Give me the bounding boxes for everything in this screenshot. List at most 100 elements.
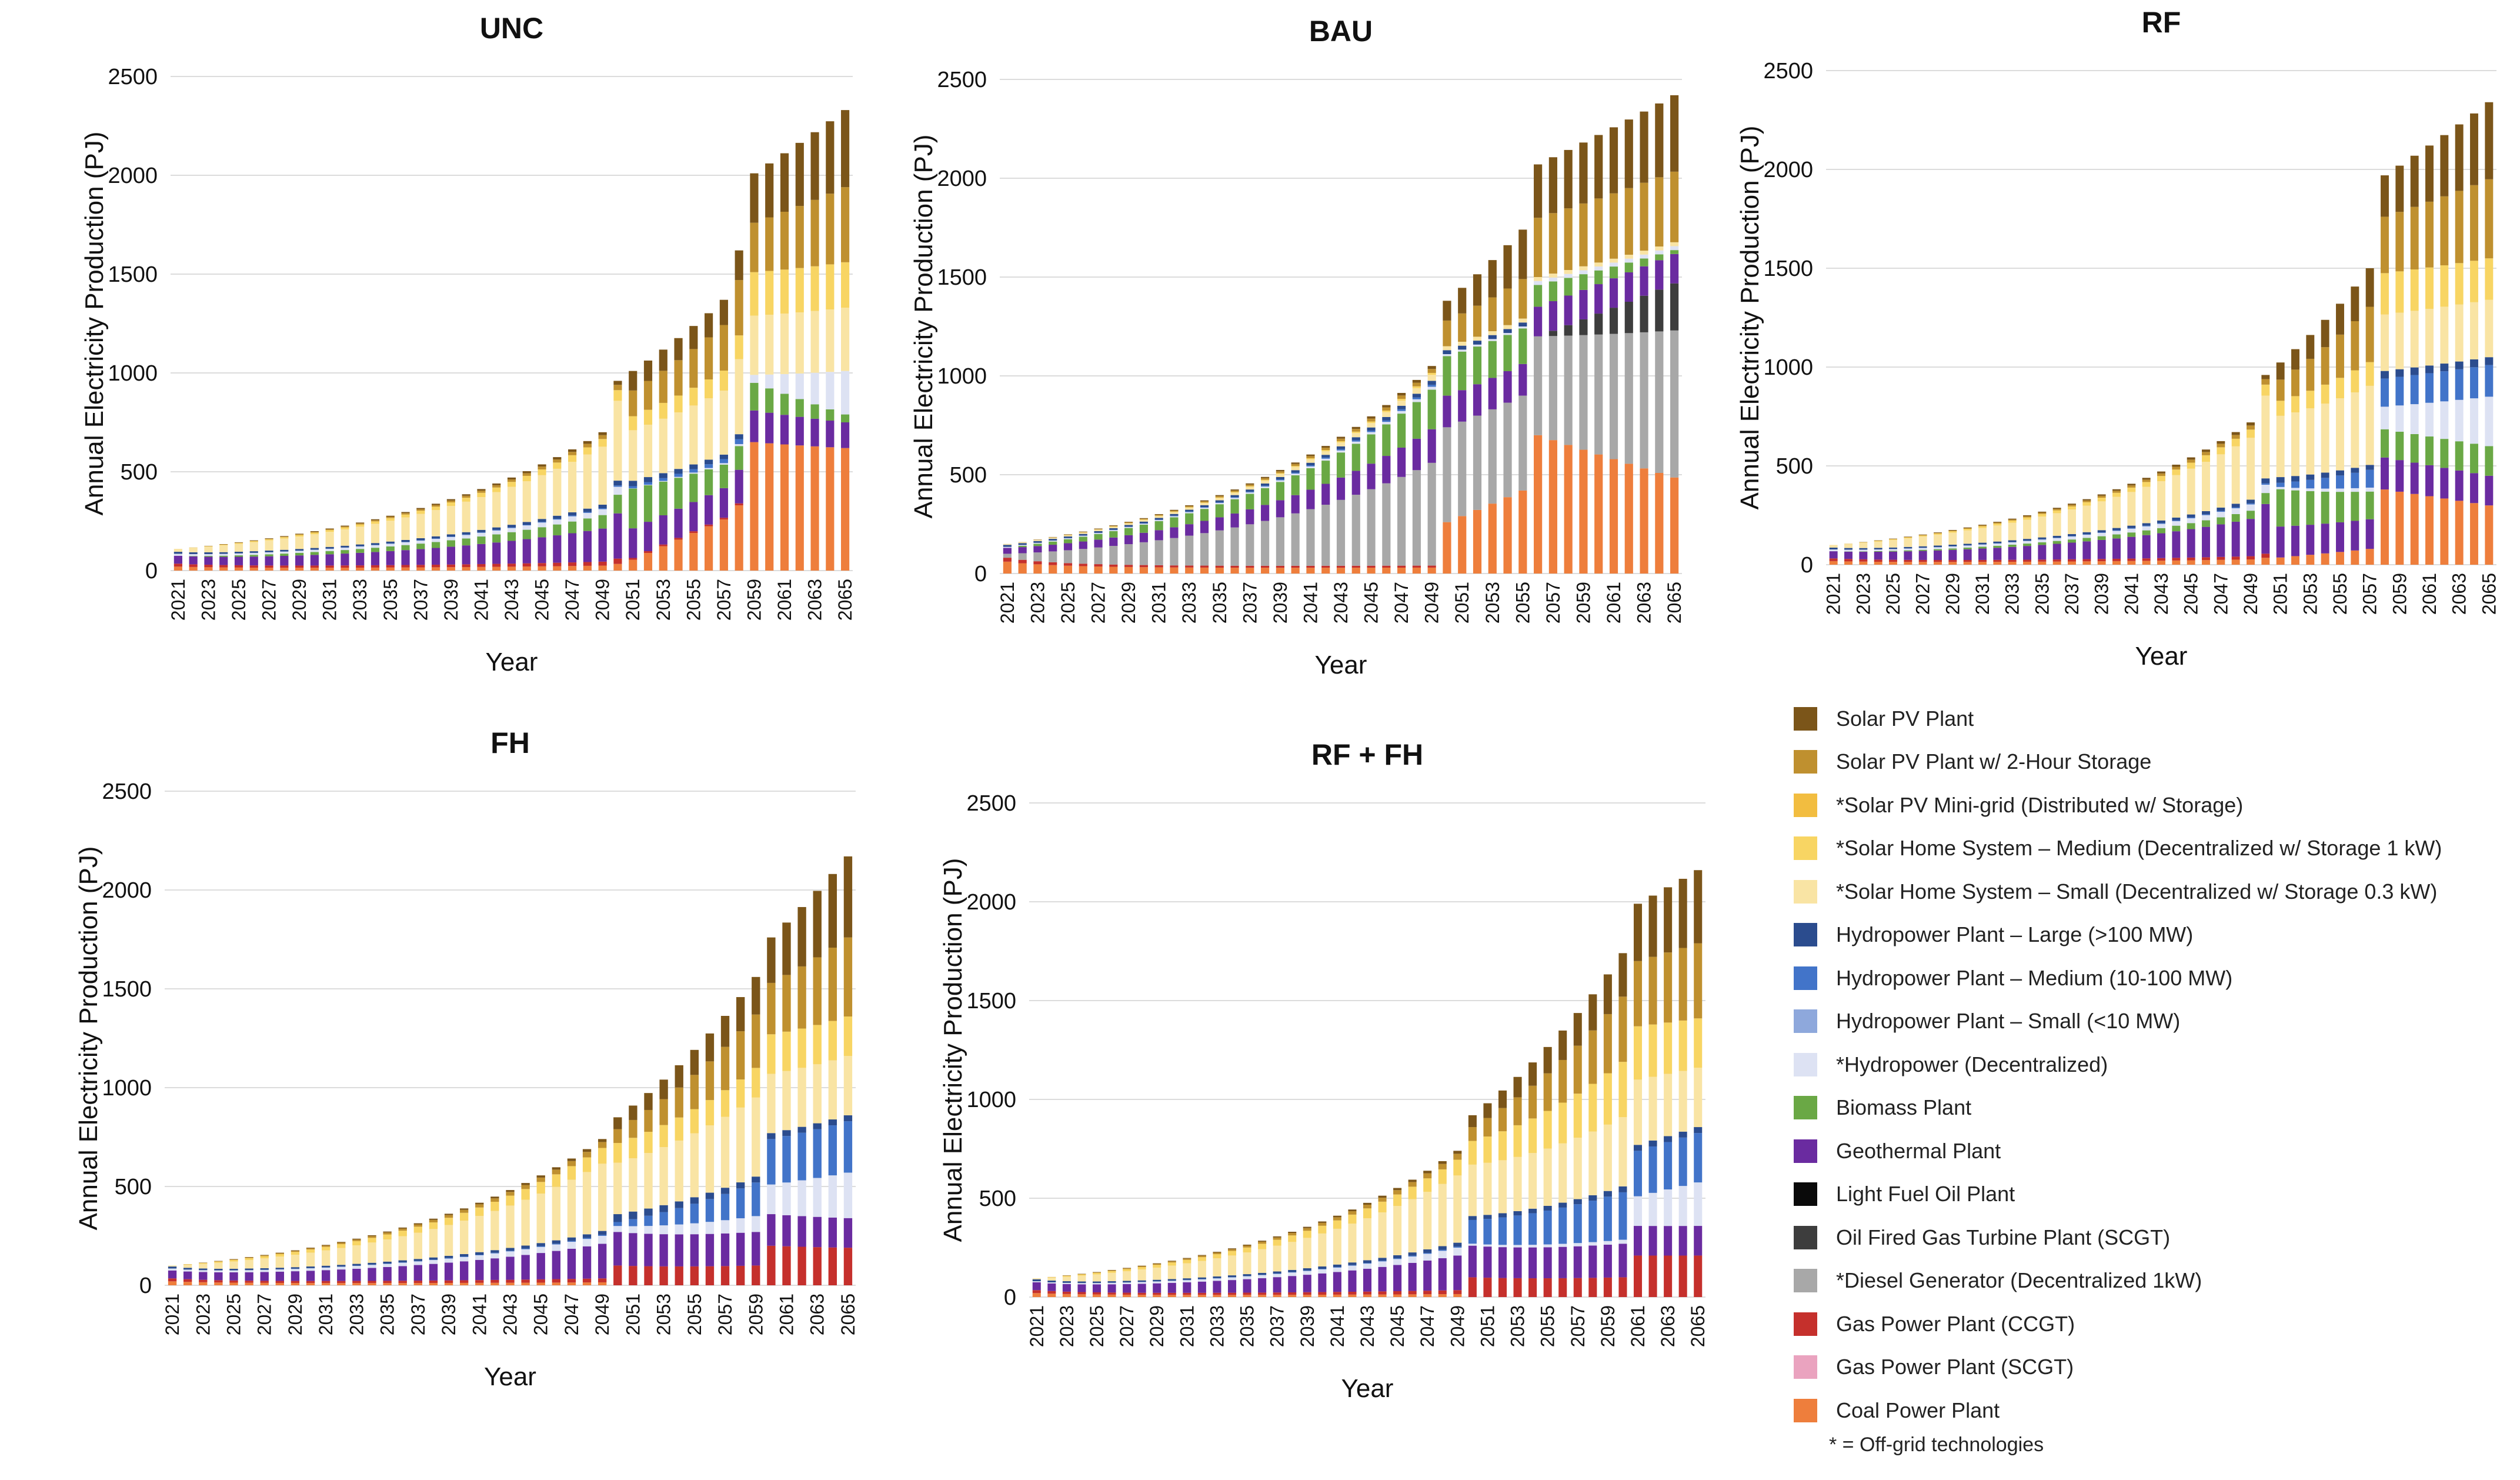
bar-segment	[613, 558, 622, 564]
bar-segment	[1123, 1284, 1132, 1293]
bar-segment	[841, 262, 850, 308]
bar-segment	[1077, 1281, 1086, 1284]
bar-segment	[1513, 1156, 1522, 1211]
bar-segment	[1528, 1245, 1537, 1248]
bar-segment	[1063, 563, 1073, 566]
bar-segment	[2157, 471, 2165, 474]
x-tick-label: 2065	[837, 1294, 859, 1335]
bar-segment	[689, 326, 698, 349]
bar-segment	[325, 551, 334, 555]
bar-segment	[1618, 996, 1627, 1062]
bar-segment	[1427, 429, 1436, 463]
bar-segment	[598, 435, 607, 439]
bar-segment	[2008, 522, 2017, 541]
x-tick-label: 2035	[2031, 573, 2052, 615]
bar-segment	[1579, 449, 1588, 574]
bar-segment	[2127, 485, 2136, 488]
bar-segment	[1154, 520, 1163, 521]
bar-segment	[352, 1281, 361, 1284]
bar-segment	[2097, 532, 2106, 533]
bar-segment	[325, 568, 334, 571]
bar-segment	[2052, 561, 2061, 565]
bar-segment	[429, 1219, 438, 1223]
bar-segment	[567, 1179, 576, 1238]
bar-segment	[1412, 470, 1421, 566]
bar-segment	[1167, 1261, 1176, 1263]
bar-segment	[321, 1283, 331, 1285]
bar-segment	[1258, 1295, 1267, 1297]
bar-segment	[553, 468, 562, 516]
bar-2030	[1139, 518, 1148, 574]
bar-segment	[629, 486, 637, 489]
bar-segment	[490, 1196, 499, 1199]
bar-2022	[1844, 544, 1853, 565]
bar-segment	[1288, 1269, 1297, 1272]
bar-segment	[1488, 331, 1497, 335]
bar-segment	[1397, 476, 1406, 566]
bar-segment	[275, 1256, 285, 1268]
bar-segment	[432, 539, 440, 542]
bar-segment	[841, 414, 850, 422]
bar-segment	[2291, 481, 2299, 488]
x-tick-label: 2039	[1270, 582, 1291, 624]
bar-segment	[356, 526, 365, 545]
bar-segment	[1640, 258, 1648, 266]
bar-segment	[538, 522, 546, 528]
bar-segment	[2217, 512, 2225, 518]
bar-segment	[477, 536, 486, 544]
bar-segment	[1321, 455, 1330, 458]
bar-segment	[2470, 261, 2478, 302]
bar-segment	[1230, 492, 1239, 495]
bar-segment	[522, 475, 531, 482]
bar-segment	[1573, 1013, 1582, 1046]
bar-segment	[173, 564, 182, 567]
bar-segment	[1230, 568, 1239, 574]
bar-segment	[2082, 532, 2091, 535]
y-tick-label: 1500	[937, 265, 987, 290]
bar-segment	[1874, 548, 1883, 550]
bar-segment	[1609, 278, 1618, 308]
bar-segment	[291, 1283, 300, 1285]
x-tick-label: 2031	[1176, 1305, 1197, 1347]
bar-2043	[507, 477, 516, 571]
bar-segment	[1246, 483, 1254, 485]
bar-segment	[1918, 548, 1927, 550]
bar-segment	[506, 1195, 515, 1206]
bar-segment	[1107, 1269, 1116, 1271]
bar-segment	[371, 543, 380, 545]
bar-segment	[2470, 473, 2478, 504]
x-tick-label: 2063	[805, 579, 826, 621]
bar-segment	[719, 454, 728, 459]
bar-segment	[521, 1183, 530, 1185]
bar-segment	[2276, 379, 2285, 401]
bar-segment	[1488, 297, 1497, 331]
bar-segment	[368, 1268, 376, 1281]
bar-segment	[1678, 1186, 1687, 1226]
bar-segment	[552, 1186, 561, 1241]
bar-segment	[492, 566, 501, 571]
bar-segment	[1408, 1252, 1417, 1256]
bar-segment	[295, 555, 304, 566]
bar-segment	[720, 1220, 730, 1234]
bar-segment	[1678, 1255, 1687, 1297]
bar-segment	[383, 1266, 392, 1281]
bar-segment	[1033, 564, 1042, 574]
bar-segment	[1427, 366, 1436, 369]
bar-segment	[352, 1245, 361, 1264]
bar-segment	[765, 443, 774, 571]
bar-segment	[629, 1138, 637, 1159]
bar-segment	[295, 549, 304, 551]
bar-segment	[1934, 533, 1942, 535]
bar-segment	[521, 1189, 530, 1200]
bar-segment	[2217, 559, 2225, 565]
bar-segment	[446, 546, 455, 565]
bar-2053	[1488, 260, 1497, 574]
bar-segment	[459, 1209, 469, 1213]
bar-segment	[1167, 1295, 1176, 1297]
bar-segment	[643, 522, 653, 551]
bar-segment	[536, 1194, 545, 1244]
bar-segment	[675, 1140, 683, 1202]
bar-segment	[1154, 530, 1163, 541]
bar-segment	[1333, 1292, 1341, 1295]
bar-segment	[260, 1255, 269, 1256]
